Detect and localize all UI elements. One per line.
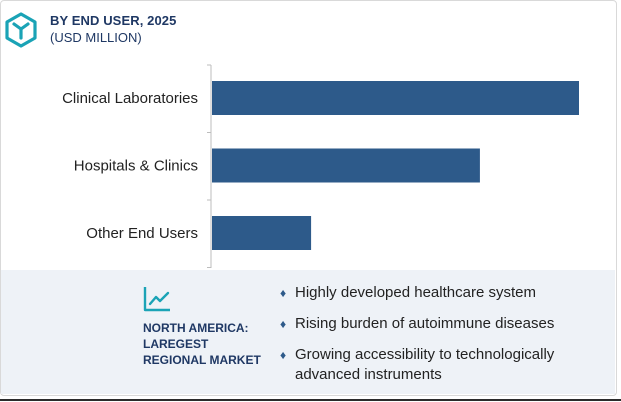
insight-panel bbox=[1, 270, 615, 394]
bullet-item: ♦ Rising burden of autoimmune diseases bbox=[280, 314, 600, 334]
bar-chart: Clinical Laboratories Hospitals & Clinics… bbox=[62, 64, 579, 268]
category-label: Clinical Laboratories bbox=[62, 90, 198, 107]
diamond-bullet-icon: ♦ bbox=[280, 286, 287, 300]
diamond-bullet-icon: ♦ bbox=[280, 317, 287, 331]
diamond-bullet-icon: ♦ bbox=[280, 348, 287, 362]
chart-subtitle: (USD MILLION) bbox=[50, 30, 142, 45]
bullet-text: Growing accessibility to technologically… bbox=[295, 346, 555, 383]
line-chart-trend-icon bbox=[143, 287, 170, 312]
bullet-text: Rising burden of autoimmune diseases bbox=[295, 315, 555, 332]
bar bbox=[212, 216, 312, 250]
bar bbox=[212, 81, 579, 115]
category-label: Other End Users bbox=[86, 225, 198, 242]
region-highlight: NORTH AMERICA: LAREGEST REGIONAL MARKET bbox=[143, 321, 261, 367]
bullet-item: ♦ Highly developed healthcare system bbox=[280, 283, 600, 303]
hexagon-logo-icon bbox=[5, 12, 37, 48]
bullet-list: ♦ Highly developed healthcare system ♦ R… bbox=[280, 283, 600, 396]
bottom-divider bbox=[0, 399, 621, 401]
category-label: Hospitals & Clinics bbox=[74, 158, 198, 175]
bullet-item: ♦ Growing accessibility to technological… bbox=[280, 345, 600, 385]
chart-title: BY END USER, 2025 bbox=[50, 13, 177, 28]
bar bbox=[212, 148, 480, 183]
bullet-text: Highly developed healthcare system bbox=[295, 284, 536, 301]
